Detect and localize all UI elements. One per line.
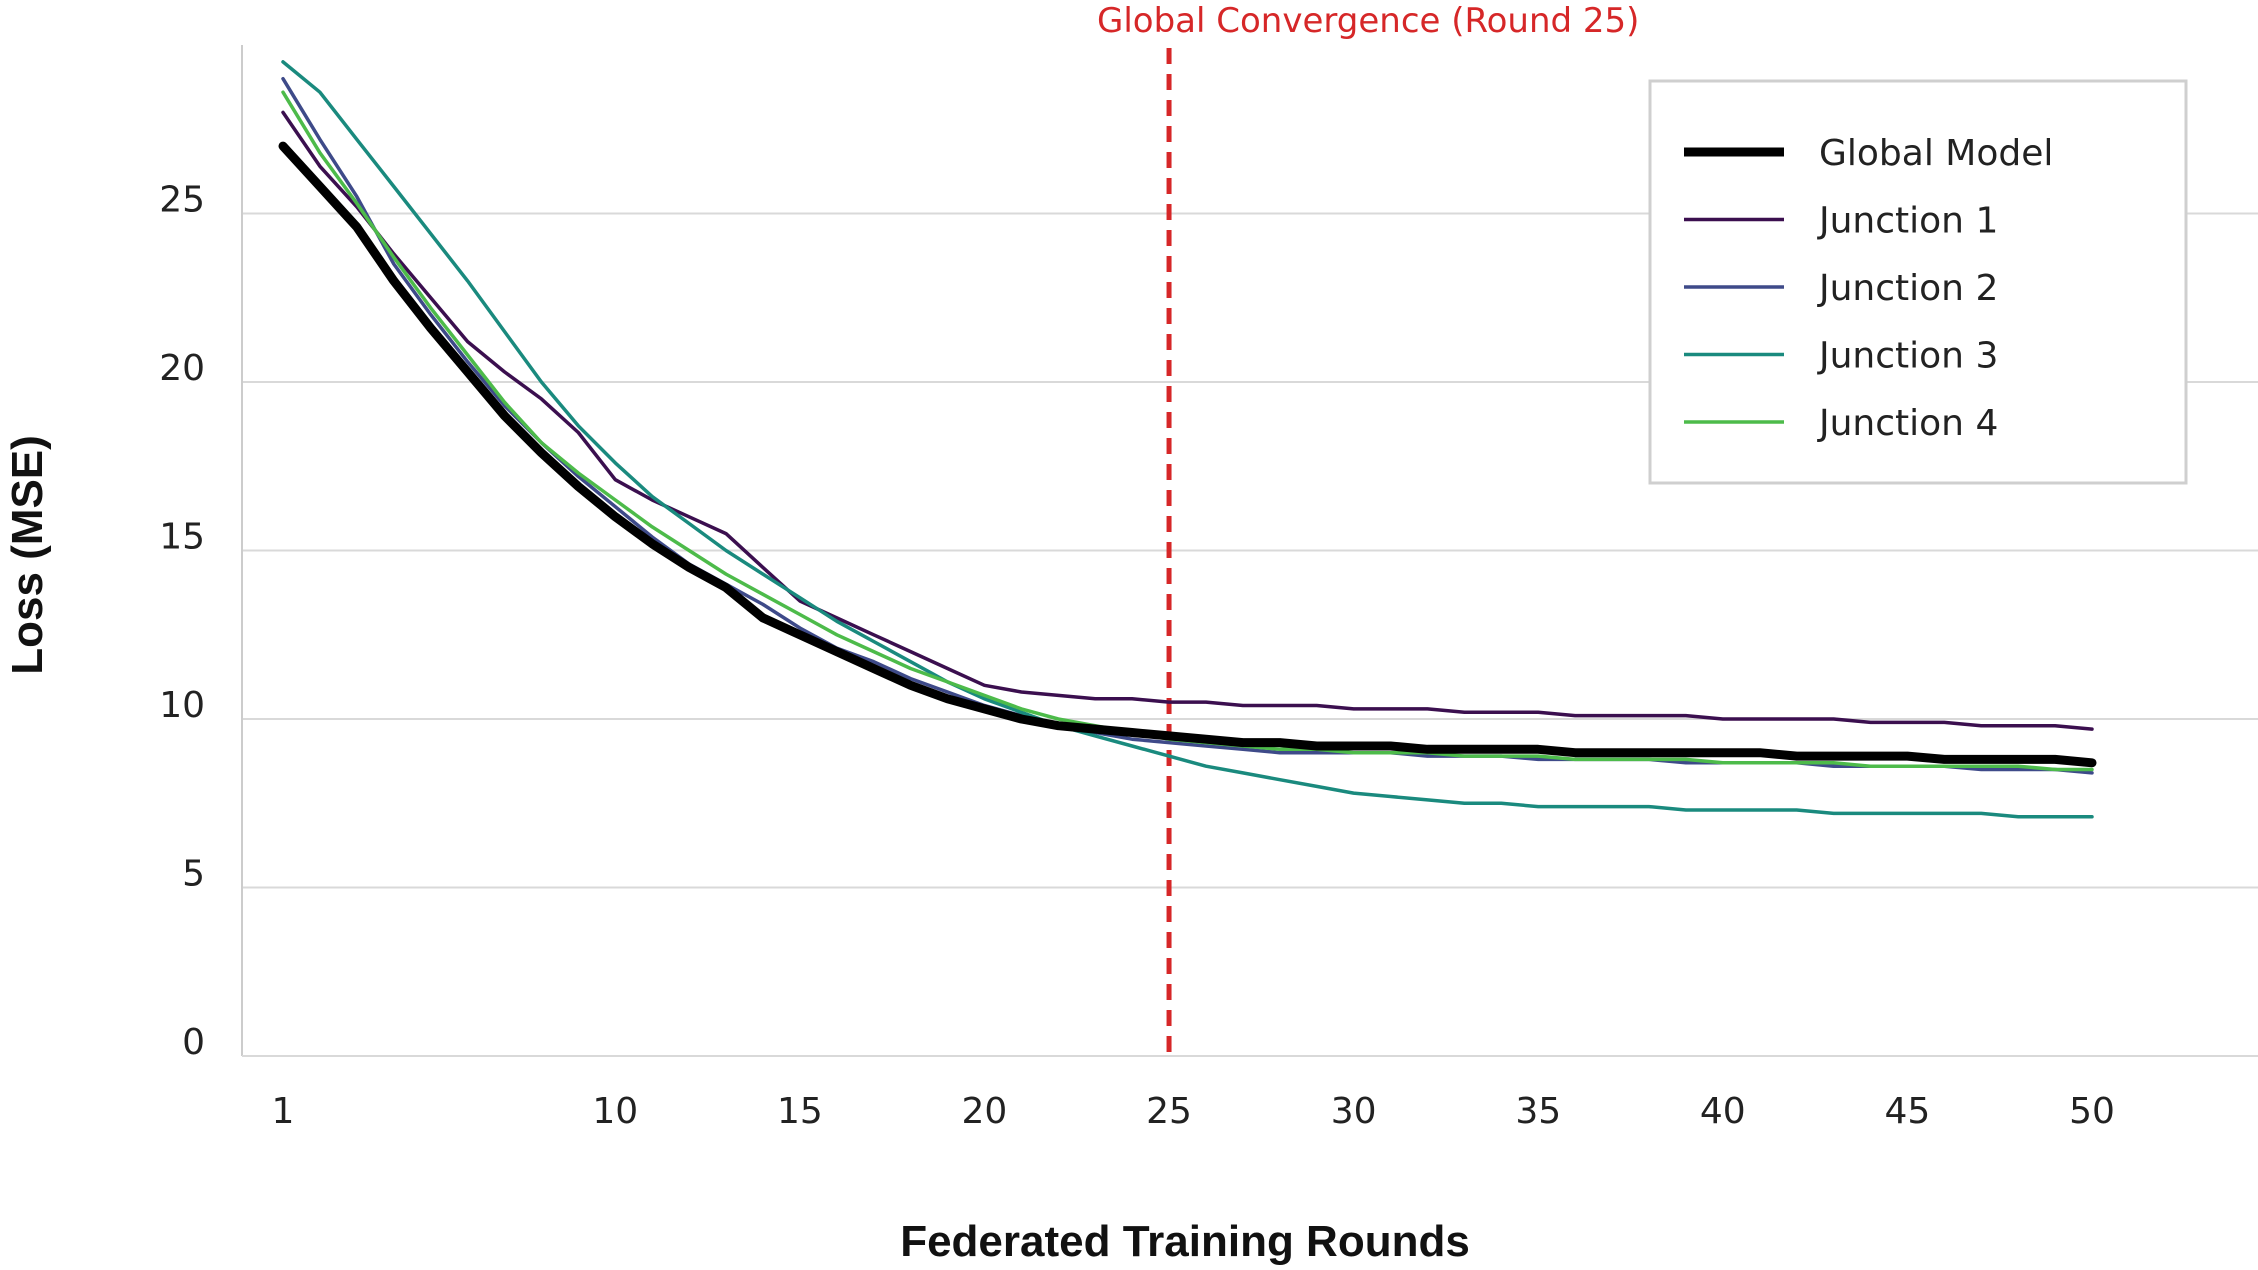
legend: Global Model Junction 1 Junction 2 Junction… (1648, 79, 2188, 485)
y-tick-label: 5 (182, 854, 205, 895)
series-line-junction-3 (281, 60, 2094, 819)
convergence-marker: Global Convergence (Round 25) (1097, 1, 1639, 1056)
x-tick-label: 10 (592, 1091, 638, 1132)
legend-label: Junction 1 (1817, 201, 1998, 242)
y-tick-label: 20 (159, 348, 205, 389)
x-tick-label: 50 (2069, 1091, 2115, 1132)
legend-label: Junction 4 (1817, 403, 1998, 444)
x-tick-label: 40 (1700, 1091, 1746, 1132)
y-tick-label: 10 (159, 685, 205, 726)
series-lines (278, 60, 2097, 819)
y-tick-label: 0 (182, 1022, 205, 1063)
x-tick-label: 30 (1331, 1091, 1377, 1132)
y-tick-label: 15 (159, 517, 205, 558)
axis-ticks: 0 5 10 15 20 25 1 10 15 20 25 30 35 40 45 50 (159, 180, 2115, 1133)
y-tick-label: 25 (159, 180, 205, 221)
x-tick-label: 1 (272, 1091, 295, 1132)
y-axis-label: Loss (MSE) (3, 435, 52, 675)
x-tick-label: 15 (777, 1091, 823, 1132)
x-tick-label: 20 (962, 1091, 1008, 1132)
legend-label: Global Model (1819, 133, 2053, 174)
series-line-global-model (278, 141, 2097, 768)
plot-frame (241, 45, 2258, 1057)
x-axis-label: Federated Training Rounds (900, 1217, 1470, 1266)
legend-label: Junction 3 (1817, 336, 1998, 377)
series-line-junction-1 (281, 110, 2094, 731)
legend-label: Junction 2 (1817, 268, 1998, 309)
x-tick-label: 25 (1146, 1091, 1192, 1132)
x-tick-label: 45 (1885, 1091, 1931, 1132)
x-tick-label: 35 (1515, 1091, 1561, 1132)
convergence-annotation: Global Convergence (Round 25) (1097, 1, 1639, 41)
